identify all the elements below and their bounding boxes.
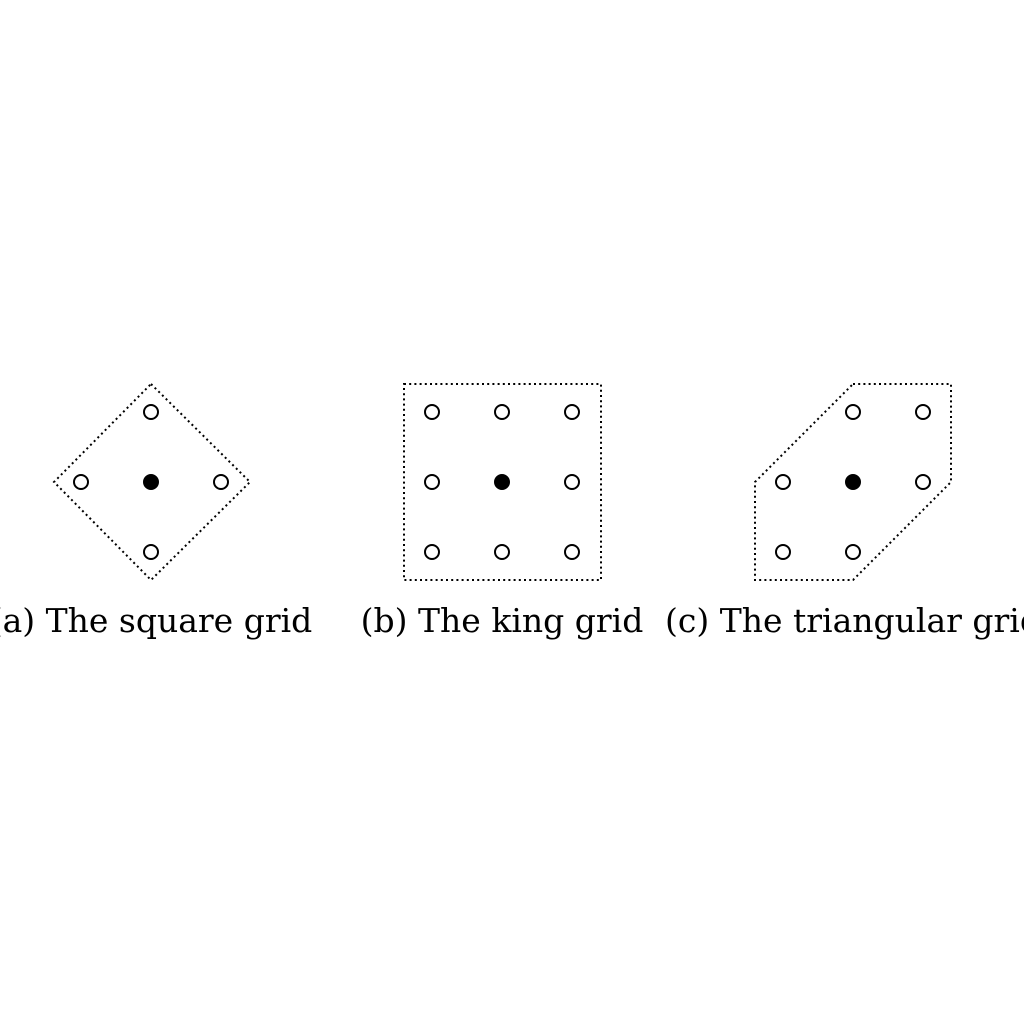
square-neighbor-node bbox=[213, 474, 229, 490]
king-neighborhood-boundary bbox=[403, 383, 602, 581]
triangular-neighbor-node bbox=[915, 404, 931, 420]
king-neighbor-node bbox=[424, 544, 440, 560]
panel-king-grid: (b) The king grid bbox=[361, 383, 644, 640]
king-neighbor-node bbox=[564, 544, 580, 560]
triangular-neighbor-node bbox=[775, 544, 791, 560]
triangular-neighbor-node bbox=[775, 474, 791, 490]
king-neighbor-node bbox=[564, 404, 580, 420]
triangular-neighbor-node bbox=[845, 404, 861, 420]
square-neighbor-node bbox=[143, 544, 159, 560]
panel-triangular-grid: (c) The triangular grid bbox=[665, 383, 1024, 640]
caption-square-grid: (a) The square grid bbox=[0, 601, 312, 640]
triangular-neighbor-node bbox=[915, 474, 931, 490]
king-center-node bbox=[494, 474, 510, 490]
caption-king-grid: (b) The king grid bbox=[361, 601, 644, 640]
square-center-node bbox=[143, 474, 159, 490]
king-neighbor-node bbox=[494, 404, 510, 420]
caption-triangular-grid: (c) The triangular grid bbox=[665, 601, 1024, 640]
square-grid-nodes bbox=[73, 404, 229, 560]
triangular-center-node bbox=[845, 474, 861, 490]
triangular-grid-nodes bbox=[775, 404, 931, 560]
king-neighbor-node bbox=[424, 474, 440, 490]
king-grid-nodes bbox=[424, 404, 580, 560]
square-neighbor-node bbox=[73, 474, 89, 490]
square-neighbor-node bbox=[143, 404, 159, 420]
triangular-neighborhood-boundary bbox=[754, 383, 952, 581]
king-neighbor-node bbox=[564, 474, 580, 490]
king-neighbor-node bbox=[424, 404, 440, 420]
panel-square-grid: (a) The square grid bbox=[0, 382, 312, 640]
triangular-neighbor-node bbox=[845, 544, 861, 560]
king-neighbor-node bbox=[494, 544, 510, 560]
